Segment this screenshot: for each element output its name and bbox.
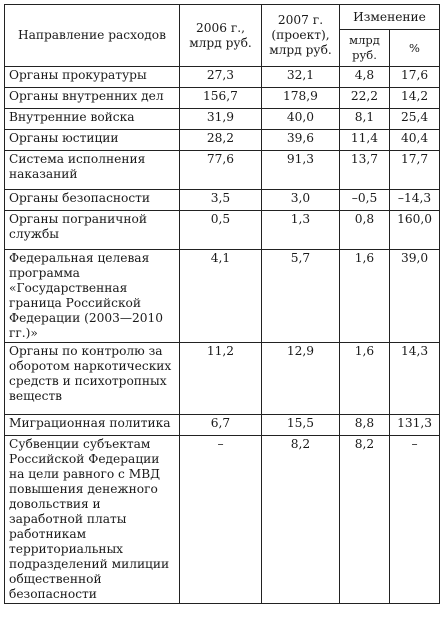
value-2007: 32,1: [261, 66, 340, 88]
header-row: Направление расходов 2006 г., млрд руб. …: [4, 4, 441, 67]
change-abs: 0,8: [339, 210, 390, 250]
value-2007: 91,3: [261, 150, 340, 190]
value-2006: 27,3: [179, 66, 262, 88]
value-2007: 40,0: [261, 108, 340, 130]
expenses-table: Направление расходов 2006 г., млрд руб. …: [4, 4, 441, 604]
change-pct: 17,6: [388, 66, 441, 88]
table-row: Внутренние войска 31,9 40,0 8,1 25,4: [4, 108, 441, 130]
change-abs: 1,6: [339, 342, 390, 415]
change-pct: 25,4: [388, 108, 441, 130]
table-row: Органы прокуратуры 27,3 32,1 4,8 17,6: [4, 66, 441, 88]
value-2006: 6,7: [179, 414, 262, 436]
row-name: Органы безопасности: [4, 189, 180, 211]
table-row: Органы безопасности 3,5 3,0 –0,5 –14,3: [4, 189, 441, 211]
value-2006: 28,2: [179, 129, 262, 151]
value-2007: 12,9: [261, 342, 340, 415]
table-row: Миграционная политика 6,7 15,5 8,8 131,3: [4, 414, 441, 436]
value-2006: 11,2: [179, 342, 262, 415]
header-change-abs: млрд руб.: [339, 29, 390, 67]
change-abs: 13,7: [339, 150, 390, 190]
row-name: Органы внутренних дел: [4, 87, 180, 109]
row-name: Федеральная целевая программа «Государст…: [4, 249, 180, 343]
change-abs: 22,2: [339, 87, 390, 109]
table-row: Органы пограничной службы 0,5 1,3 0,8 16…: [4, 210, 441, 250]
change-pct: 17,7: [388, 150, 441, 190]
row-name: Система исполнения наказаний: [4, 150, 180, 190]
value-2007: 1,3: [261, 210, 340, 250]
value-2007: 15,5: [261, 414, 340, 436]
value-2006: 4,1: [179, 249, 262, 343]
value-2006: 156,7: [179, 87, 262, 109]
change-abs: 8,8: [339, 414, 390, 436]
table-row: Субвенции субъектам Российской Федерации…: [4, 435, 441, 604]
value-2006: 77,6: [179, 150, 262, 190]
header-2006: 2006 г., млрд руб.: [179, 4, 262, 67]
row-name: Органы юстиции: [4, 129, 180, 151]
change-abs: 4,8: [339, 66, 390, 88]
change-pct: 131,3: [388, 414, 441, 436]
change-abs: 11,4: [339, 129, 390, 151]
value-2006: 3,5: [179, 189, 262, 211]
value-2006: –: [179, 435, 262, 604]
change-pct: 160,0: [388, 210, 441, 250]
table-row: Органы внутренних дел 156,7 178,9 22,2 1…: [4, 87, 441, 109]
table-row: Органы по контролю за оборотом наркотиче…: [4, 342, 441, 415]
change-abs: 8,1: [339, 108, 390, 130]
change-pct: 14,2: [388, 87, 441, 109]
row-name: Миграционная политика: [4, 414, 180, 436]
header-direction: Направление расходов: [4, 4, 180, 67]
value-2007: 8,2: [261, 435, 340, 604]
header-change: Изменение: [338, 4, 441, 30]
value-2006: 31,9: [179, 108, 262, 130]
row-name: Внутренние войска: [4, 108, 180, 130]
change-abs: 1,6: [339, 249, 390, 343]
value-2006: 0,5: [179, 210, 262, 250]
subheader-row: млрд руб. %: [5, 29, 441, 67]
value-2007: 3,0: [261, 189, 340, 211]
table-row: Федеральная целевая программа «Государст…: [4, 249, 441, 343]
change-pct: –14,3: [388, 189, 441, 211]
row-name: Субвенции субъектам Российской Федерации…: [4, 435, 180, 604]
change-abs: –0,5: [339, 189, 390, 211]
change-abs: 8,2: [339, 435, 390, 604]
value-2007: 5,7: [261, 249, 340, 343]
change-pct: 14,3: [388, 342, 441, 415]
row-name: Органы прокуратуры: [4, 66, 180, 88]
header-2007: 2007 г. (проект), млрд руб.: [261, 4, 340, 67]
value-2007: 178,9: [261, 87, 340, 109]
table-row: Органы юстиции 28,2 39,6 11,4 40,4: [4, 129, 441, 151]
header-change-pct: %: [388, 29, 441, 67]
value-2007: 39,6: [261, 129, 340, 151]
row-name: Органы пограничной службы: [4, 210, 180, 250]
table-row: Система исполнения наказаний 77,6 91,3 1…: [4, 150, 441, 190]
change-pct: 40,4: [388, 129, 441, 151]
change-pct: –: [388, 435, 441, 604]
change-pct: 39,0: [388, 249, 441, 343]
row-name: Органы по контролю за оборотом наркотиче…: [4, 342, 180, 415]
